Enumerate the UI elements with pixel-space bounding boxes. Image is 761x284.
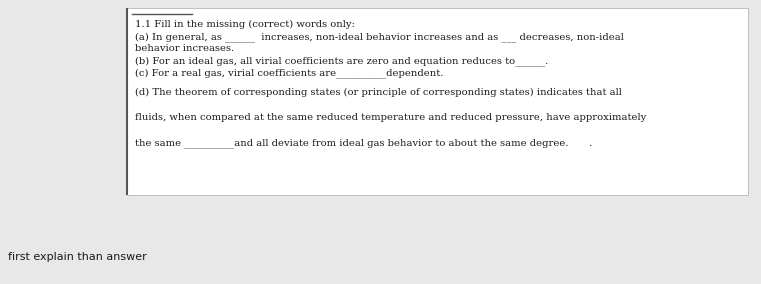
Text: 1.1 Fill in the missing (correct) words only:: 1.1 Fill in the missing (correct) words … — [135, 20, 355, 29]
Text: (d) The theorem of corresponding states (or principle of corresponding states) i: (d) The theorem of corresponding states … — [135, 88, 622, 97]
FancyBboxPatch shape — [127, 8, 748, 195]
Text: first explain than answer: first explain than answer — [8, 252, 147, 262]
Text: behavior increases.: behavior increases. — [135, 44, 234, 53]
Text: (a) In general, as ______  increases, non-ideal behavior increases and as ___ de: (a) In general, as ______ increases, non… — [135, 32, 624, 42]
Text: (c) For a real gas, virial coefficients are__________dependent.: (c) For a real gas, virial coefficients … — [135, 68, 444, 78]
Text: (b) For an ideal gas, all virial coefficients are zero and equation reduces to__: (b) For an ideal gas, all virial coeffic… — [135, 56, 548, 66]
Text: the same __________and all deviate from ideal gas behavior to about the same deg: the same __________and all deviate from … — [135, 138, 592, 148]
Text: fluids, when compared at the same reduced temperature and reduced pressure, have: fluids, when compared at the same reduce… — [135, 113, 646, 122]
